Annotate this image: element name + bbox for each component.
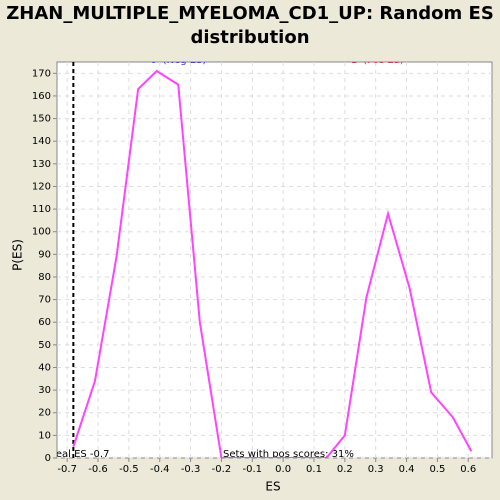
y-tick-label: 170 <box>32 68 51 79</box>
y-tick-label: 90 <box>38 249 51 260</box>
data-line <box>72 69 473 458</box>
annotation: '1' (Pos ES) <box>348 55 404 66</box>
x-tick-label: -0.2 <box>212 464 232 475</box>
y-tick-label: 120 <box>32 181 51 192</box>
y-axis-label: P(ES) <box>11 239 25 271</box>
y-tick-label: 130 <box>32 159 51 170</box>
x-tick-label: -0.1 <box>243 464 263 475</box>
y-tick-label: 140 <box>32 136 51 147</box>
y-tick-label: 150 <box>32 114 51 125</box>
x-tick-label: 0.6 <box>460 464 476 475</box>
x-tick-label: 0.3 <box>368 464 384 475</box>
x-axis-label: ES <box>265 480 280 494</box>
x-tick-label: 0.1 <box>306 464 322 475</box>
grid <box>57 62 492 459</box>
y-tick-label: 40 <box>38 362 51 373</box>
reference-label: Real ES -0.7 <box>49 449 109 460</box>
y-tick-label: 30 <box>38 385 51 396</box>
y-tick-label: 80 <box>38 272 51 283</box>
x-tick-label: -0.4 <box>150 464 170 475</box>
y-tick-label: 100 <box>32 227 51 238</box>
x-tick-label: -0.7 <box>57 464 77 475</box>
x-tick-label: -0.3 <box>181 464 201 475</box>
y-tick-label: 0 <box>45 453 51 464</box>
x-tick-label: 0.0 <box>275 464 291 475</box>
plot-area <box>56 61 493 459</box>
y-tick-label: 160 <box>32 91 51 102</box>
chart-title: ZHAN_MULTIPLE_MYELOMA_CD1_UP: Random ES … <box>6 3 494 48</box>
x-tick-label: 0.2 <box>337 464 353 475</box>
x-tick-label: -0.5 <box>119 464 139 475</box>
plot-layer: Real ES -0.7 '0' (Neg ES) '1' (Pos ES) Sets… <box>49 55 473 460</box>
y-tick-label: 50 <box>38 340 51 351</box>
annotation: Sets with pos scores: 31% <box>223 449 354 460</box>
y-tick-label: 60 <box>38 317 51 328</box>
y-tick-label: 20 <box>38 408 51 419</box>
x-tick-label: 0.4 <box>399 464 415 475</box>
y-tick-label: 110 <box>32 204 51 215</box>
y-tick-label: 70 <box>38 295 51 306</box>
annotation: '0' (Neg ES) <box>148 55 207 66</box>
x-tick-label: 0.5 <box>429 464 445 475</box>
y-tick-label: 10 <box>38 430 51 441</box>
x-tick-label: -0.6 <box>88 464 108 475</box>
